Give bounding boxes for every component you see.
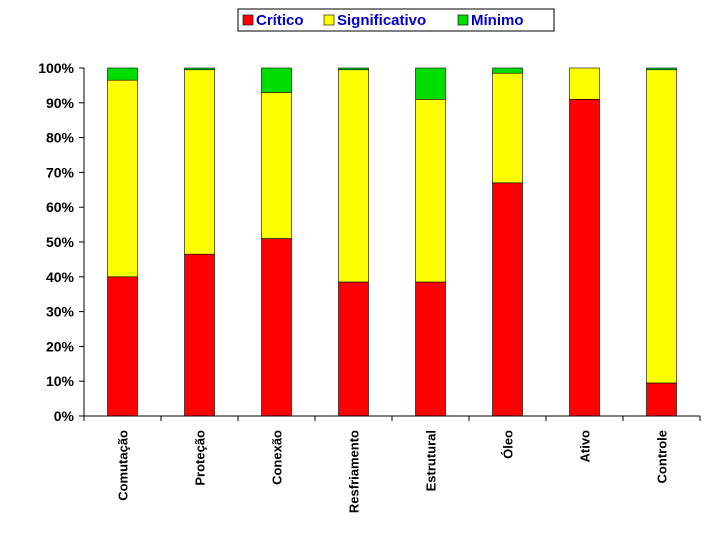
bar-estrutural-critico [415, 281, 446, 417]
legend-swatch-minimo [457, 14, 469, 26]
bar-ativo-critico [569, 99, 600, 417]
plot-area [107, 67, 677, 417]
y-tick-label: 50% [46, 234, 75, 250]
bar-comutacao-minimo [107, 67, 138, 81]
y-tick-label: 80% [46, 130, 75, 146]
bar-controle-minimo [646, 67, 677, 71]
bar-protecao-critico [184, 253, 215, 417]
x-tick-label-conexao: Conexão [270, 430, 285, 485]
x-tick-label-protecao: Proteção [193, 430, 208, 486]
x-tick-label-comutacao: Comutação [116, 430, 131, 501]
bar-protecao-significativo [184, 69, 215, 255]
x-axis: Comutação Proteção Conexão Resfriamento Estr… [83, 415, 701, 513]
y-tick-label: 70% [46, 164, 75, 180]
bar-stack-protecao [184, 67, 215, 417]
bar-controle-critico [646, 382, 677, 417]
bar-estrutural-minimo [415, 67, 446, 100]
bar-stack-resfriamento [338, 67, 369, 417]
bar-resfriamento-minimo [338, 67, 369, 71]
y-tick-label: 60% [46, 199, 75, 215]
y-tick-label: 100% [38, 60, 74, 76]
legend-frame [237, 8, 555, 32]
bar-comutacao-critico [107, 276, 138, 417]
y-tick-label: 0% [54, 408, 75, 424]
x-tick-label-resfriamento: Resfriamento [347, 430, 362, 513]
y-tick-label: 10% [46, 373, 75, 389]
bar-conexao-critico [261, 238, 292, 417]
legend-swatch-critico [242, 14, 254, 26]
bar-oleo-significativo [492, 72, 523, 184]
x-tick-label-estrutural: Estrutural [424, 430, 439, 491]
bar-estrutural-significativo [415, 99, 446, 283]
y-tick-label: 90% [46, 95, 75, 111]
bar-conexao-minimo [261, 67, 292, 93]
x-tick-label-oleo: Óleo [501, 430, 516, 459]
legend-swatch-significativo [323, 14, 335, 26]
bar-conexao-significativo [261, 92, 292, 239]
bar-controle-significativo [646, 69, 677, 384]
y-tick-label: 40% [46, 269, 75, 285]
bar-stack-oleo [492, 67, 523, 417]
bar-stack-comutacao [107, 67, 138, 417]
y-axis: 0% 10% 20% 30% 40% 50% 60% 70% 80% 90% 100% [38, 60, 85, 424]
bar-stack-ativo [569, 67, 600, 417]
bar-oleo-critico [492, 182, 523, 417]
bar-protecao-minimo [184, 67, 215, 71]
x-tick-label-controle: Controle [655, 430, 670, 483]
y-tick-label: 20% [46, 338, 75, 354]
bar-stack-controle [646, 67, 677, 417]
y-tick-label: 30% [46, 304, 75, 320]
chart-legend: Crítico Significativo Mínimo [237, 8, 555, 32]
bar-stack-estrutural [415, 67, 446, 417]
legend-label-minimo: Mínimo [471, 12, 524, 29]
bar-ativo-significativo [569, 67, 600, 100]
x-tick-label-ativo: Ativo [578, 430, 593, 463]
bar-comutacao-significativo [107, 79, 138, 278]
bar-stack-conexao [261, 67, 292, 417]
bar-resfriamento-significativo [338, 69, 369, 283]
bar-oleo-minimo [492, 67, 523, 74]
bar-resfriamento-critico [338, 281, 369, 417]
legend-label-critico: Crítico [256, 12, 304, 29]
legend-label-significativo: Significativo [337, 12, 426, 29]
